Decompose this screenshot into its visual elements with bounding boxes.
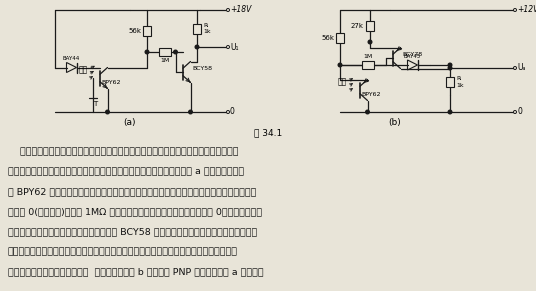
- Text: Rₗ: Rₗ: [456, 76, 461, 81]
- Text: 1k: 1k: [203, 29, 211, 34]
- Text: 56k: 56k: [128, 28, 141, 34]
- Bar: [366, 21, 374, 31]
- Text: 射作用使得信号上升速度很难满足需要，为此要接入一个触发电路，在图 a 中这由光敏晶体: 射作用使得信号上升速度很难满足需要，为此要接入一个触发电路，在图 a 中这由光敏…: [8, 167, 244, 176]
- Circle shape: [366, 110, 369, 114]
- Text: 电压为 0(复位信号)。经过 1MΩ 反馈电阻送至光敏晶体管的基极电流也为 0。当有光线时，: 电压为 0(复位信号)。经过 1MΩ 反馈电阻送至光敏晶体管的基极电流也为 0。…: [8, 207, 262, 216]
- Text: 27k: 27k: [351, 23, 364, 29]
- Text: 光线: 光线: [79, 65, 88, 74]
- Bar: [159, 48, 171, 56]
- Text: BCY78: BCY78: [403, 52, 422, 56]
- Bar: [446, 77, 454, 86]
- Text: 光敏晶体管导通，其电流足够大，使晶体管 BCY58 的基极电流明显地受集电极电流限制，通: 光敏晶体管导通，其电流足够大，使晶体管 BCY58 的基极电流明显地受集电极电流…: [8, 227, 257, 236]
- Bar: [143, 26, 151, 36]
- Bar: [361, 61, 374, 69]
- Text: 过光敏晶体管的反馈电阻使光敏晶体管突然导通，其后而的晶体管截止，输出高电平。即使: 过光敏晶体管的反馈电阻使光敏晶体管突然导通，其后而的晶体管截止，输出高电平。即使: [8, 247, 238, 256]
- Text: 0: 0: [230, 107, 235, 116]
- Text: T: T: [93, 101, 98, 107]
- Text: BAY44: BAY44: [63, 56, 80, 61]
- Text: 1k: 1k: [456, 83, 464, 88]
- Text: Rₗ: Rₗ: [203, 23, 209, 28]
- Circle shape: [513, 8, 517, 12]
- Text: 56k: 56k: [321, 35, 334, 40]
- Text: 用了记录和测量的光信号通常是很平坦的，没有明显的卜升前沿。在孔分配器中由于反: 用了记录和测量的光信号通常是很平坦的，没有明显的卜升前沿。在孔分配器中由于反: [8, 147, 239, 156]
- Bar: [336, 33, 344, 42]
- Text: BAY45: BAY45: [404, 54, 421, 59]
- Text: (b): (b): [389, 118, 401, 127]
- Circle shape: [106, 110, 109, 114]
- Circle shape: [195, 45, 199, 49]
- Text: BPY62: BPY62: [101, 79, 121, 84]
- Text: (a): (a): [124, 118, 136, 127]
- Circle shape: [513, 111, 517, 113]
- Circle shape: [189, 110, 192, 114]
- Circle shape: [448, 63, 452, 67]
- Text: +18V: +18V: [230, 6, 251, 15]
- Circle shape: [227, 45, 229, 49]
- Circle shape: [448, 66, 452, 70]
- Text: Uₐ: Uₐ: [517, 63, 525, 72]
- Text: 图 34.1: 图 34.1: [254, 129, 282, 138]
- Circle shape: [368, 40, 372, 44]
- Text: 光线此时消失了，这种状态也将  直保持下去。图 b 电路采用 PNP 晶体管，与图 a 相反，光: 光线此时消失了，这种状态也将 直保持下去。图 b 电路采用 PNP 晶体管，与图…: [8, 267, 264, 276]
- Circle shape: [145, 50, 149, 54]
- Text: 管 BPY62 承担。当光敏晶体管上无光线时截止，从而使晶体管基极上流有电流而导通，输出: 管 BPY62 承担。当光敏晶体管上无光线时截止，从而使晶体管基极上流有电流而导…: [8, 187, 256, 196]
- Circle shape: [227, 8, 229, 12]
- Circle shape: [448, 110, 452, 114]
- Circle shape: [513, 67, 517, 70]
- Text: 0: 0: [517, 107, 522, 116]
- Circle shape: [338, 63, 342, 67]
- Text: U₁: U₁: [230, 42, 239, 52]
- Text: BPY62: BPY62: [361, 91, 381, 97]
- Bar: [193, 24, 201, 33]
- Text: 光线: 光线: [338, 77, 347, 86]
- Text: BCY58: BCY58: [192, 67, 212, 72]
- Text: 1M: 1M: [363, 54, 372, 59]
- Circle shape: [174, 50, 177, 54]
- Circle shape: [227, 111, 229, 113]
- Text: +12V: +12V: [517, 6, 536, 15]
- Text: 1M: 1M: [160, 58, 169, 63]
